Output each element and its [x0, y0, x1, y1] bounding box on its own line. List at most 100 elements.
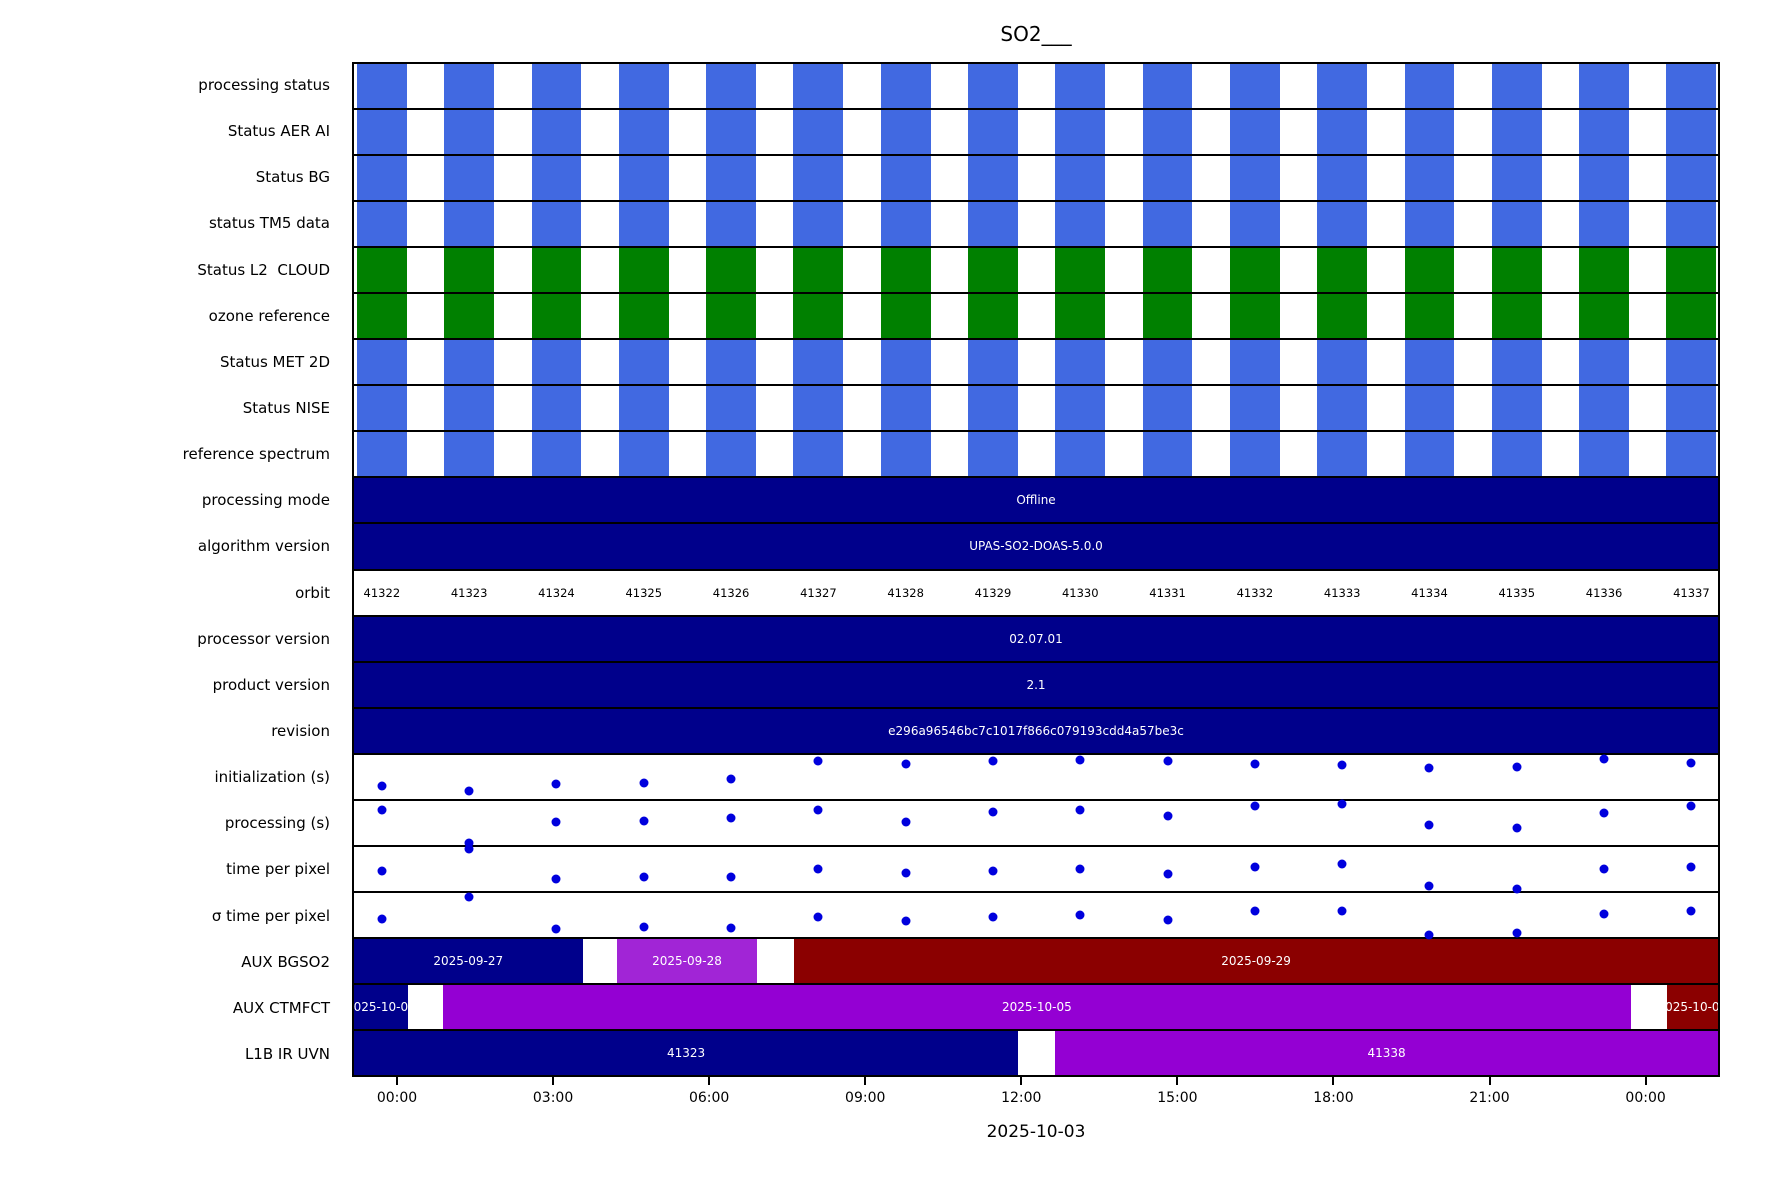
- status-bar-orbit-41336: [1579, 432, 1629, 477]
- data-point-processing-s-orbit-41334: [1424, 820, 1434, 830]
- x-tick-label-8: 00:00: [1625, 1090, 1666, 1106]
- plot-area: Offline UPAS-SO2-DOAS-5.0.0 41322 41323 4132…: [352, 62, 1720, 1077]
- status-bar-orbit-41326: [706, 432, 756, 477]
- status-bar-orbit-41326: [706, 386, 756, 431]
- segment-bar-product-version-0: [354, 662, 1718, 707]
- status-bar-orbit-41331: [1142, 110, 1193, 155]
- data-point-processing-s-orbit-41336: [1599, 808, 1609, 818]
- data-point-time-per-pixel-orbit-41335: [1512, 884, 1522, 894]
- status-bar-orbit-41328: [880, 386, 931, 431]
- data-point-time-per-pixel-orbit-41322: [377, 866, 387, 876]
- status-bar-orbit-41331: [1142, 340, 1193, 385]
- status-bar-orbit-41328: [880, 64, 931, 109]
- status-bar-orbit-41324: [531, 340, 582, 385]
- status-bar-orbit-41324: [531, 64, 582, 109]
- status-bar-orbit-41330: [1055, 386, 1106, 431]
- row-processing-mode: Offline: [354, 478, 1718, 525]
- row-label-processor-version: processor version: [197, 629, 330, 648]
- row-status-l2-cloud: [354, 248, 1718, 295]
- orbit-number-41322: 41322: [363, 585, 401, 600]
- status-bar-orbit-41332: [1229, 202, 1280, 247]
- status-bar-orbit-41323: [444, 248, 495, 293]
- status-bar-orbit-41324: [531, 202, 582, 247]
- data-point-time-per-pixel-orbit-41336: [1599, 864, 1609, 874]
- status-bar-orbit-41326: [706, 248, 756, 293]
- chart-title: SO2___: [1000, 22, 1072, 46]
- row-status-tm5-data: [354, 202, 1718, 249]
- x-tick-mark-0: [396, 1077, 398, 1085]
- x-axis-date-label: 2025-10-03: [986, 1122, 1086, 1142]
- data-point-sigma-time-per-pixel-orbit-41329: [988, 912, 998, 922]
- status-bar-orbit-41334: [1404, 340, 1455, 385]
- segment-bar-algorithm-version-0: [354, 524, 1718, 569]
- data-point-time-per-pixel-orbit-41326: [726, 872, 736, 882]
- data-point-sigma-time-per-pixel-orbit-41323: [464, 892, 474, 902]
- status-bar-orbit-41337: [1666, 110, 1717, 155]
- status-bar-orbit-41329: [968, 202, 1018, 247]
- status-bar-orbit-41333: [1317, 110, 1368, 155]
- status-bar-orbit-41331: [1142, 294, 1193, 339]
- x-axis: 00:00 03:00 06:00 09:00 12:00 15:00 18:00 21:00…: [352, 1077, 1720, 1123]
- data-point-time-per-pixel-orbit-41333: [1337, 859, 1347, 869]
- status-bar-orbit-41334: [1404, 64, 1455, 109]
- status-bar-orbit-41328: [880, 202, 931, 247]
- status-bar-orbit-41322: [356, 340, 407, 385]
- status-bar-orbit-41333: [1317, 156, 1368, 201]
- data-point-initialization-s-orbit-41335: [1512, 762, 1522, 772]
- status-bar-orbit-41333: [1317, 340, 1368, 385]
- data-point-sigma-time-per-pixel-orbit-41336: [1599, 909, 1609, 919]
- data-point-initialization-s-orbit-41331: [1163, 756, 1173, 766]
- row-processing-status: [354, 64, 1718, 111]
- status-bar-orbit-41322: [356, 64, 407, 109]
- orbit-number-41324: 41324: [538, 585, 575, 600]
- status-bar-orbit-41331: [1142, 432, 1193, 477]
- data-point-time-per-pixel-orbit-41332: [1250, 862, 1260, 872]
- row-algorithm-version: UPAS-SO2-DOAS-5.0.0: [354, 524, 1718, 571]
- segment-label-processing-mode-0: Offline: [1016, 493, 1056, 508]
- data-point-sigma-time-per-pixel-orbit-41328: [901, 916, 911, 926]
- row-label-orbit: orbit: [295, 583, 330, 602]
- status-bar-orbit-41327: [793, 248, 844, 293]
- status-bar-orbit-41325: [618, 202, 669, 247]
- status-bar-orbit-41328: [880, 432, 931, 477]
- row-label-aux-ctmfct: AUX CTMFCT: [232, 998, 330, 1017]
- data-point-processing-s-orbit-41328: [901, 817, 911, 827]
- status-bar-orbit-41324: [531, 432, 582, 477]
- segment-bar-aux-ctmfct-2: [1666, 984, 1718, 1029]
- data-point-sigma-time-per-pixel-orbit-41332: [1250, 906, 1260, 916]
- row-label-processing-mode: processing mode: [201, 491, 330, 510]
- status-bar-orbit-41332: [1229, 110, 1280, 155]
- data-point-initialization-s-orbit-41325: [639, 778, 649, 788]
- row-ozone-reference: [354, 294, 1718, 341]
- status-bar-orbit-41324: [531, 156, 582, 201]
- data-point-time-per-pixel-orbit-41327: [813, 864, 823, 874]
- status-bar-orbit-41325: [618, 340, 669, 385]
- segment-label-algorithm-version-0: UPAS-SO2-DOAS-5.0.0: [969, 539, 1103, 554]
- data-point-sigma-time-per-pixel-orbit-41326: [726, 923, 736, 933]
- data-point-processing-s-orbit-41327: [813, 805, 823, 815]
- x-tick-label-4: 12:00: [1001, 1090, 1042, 1106]
- status-bar-orbit-41335: [1491, 202, 1542, 247]
- x-tick-label-3: 09:00: [845, 1090, 886, 1106]
- status-bar-orbit-41323: [444, 110, 495, 155]
- data-point-time-per-pixel-orbit-41325: [639, 872, 649, 882]
- row-sigma-time-per-pixel: [354, 892, 1718, 940]
- segment-label-aux-ctmfct-0: 2025-10-04: [354, 999, 416, 1014]
- data-point-initialization-s-orbit-41327: [813, 756, 823, 766]
- status-bar-orbit-41337: [1666, 432, 1717, 477]
- row-label-algorithm-version: algorithm version: [197, 537, 330, 556]
- segment-bar-l1b-ir-uvn-0: [354, 1030, 1019, 1076]
- row-label-status-nise: Status NISE: [242, 399, 330, 418]
- status-bar-orbit-41332: [1229, 248, 1280, 293]
- status-bar-orbit-41329: [968, 248, 1018, 293]
- data-point-time-per-pixel-orbit-41328: [901, 868, 911, 878]
- status-bar-orbit-41322: [356, 110, 407, 155]
- orbit-number-41327: 41327: [800, 585, 837, 600]
- status-bar-orbit-41324: [531, 294, 582, 339]
- status-bar-orbit-41330: [1055, 432, 1106, 477]
- data-point-initialization-s-orbit-41326: [726, 774, 736, 784]
- status-bar-orbit-41326: [706, 294, 756, 339]
- row-label-status-l2-cloud: Status L2 CLOUD: [197, 260, 330, 279]
- status-bar-orbit-41326: [706, 156, 756, 201]
- data-point-sigma-time-per-pixel-orbit-41334: [1424, 930, 1434, 940]
